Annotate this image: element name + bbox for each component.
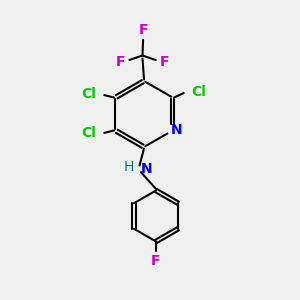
Text: F: F xyxy=(116,55,125,68)
Text: F: F xyxy=(151,254,161,268)
Text: Cl: Cl xyxy=(191,85,206,99)
Text: N: N xyxy=(170,124,182,137)
Text: F: F xyxy=(160,55,169,68)
Text: N: N xyxy=(141,162,153,176)
Text: Cl: Cl xyxy=(82,127,97,140)
Text: Cl: Cl xyxy=(82,88,97,101)
Text: H: H xyxy=(124,160,134,174)
Text: F: F xyxy=(139,23,148,38)
